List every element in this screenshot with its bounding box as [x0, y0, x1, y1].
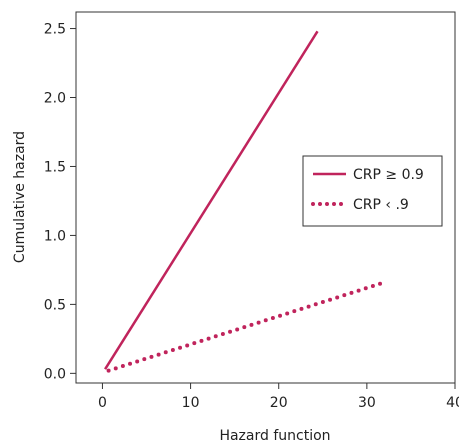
- x-axis: 0 10 20 30 40: [98, 383, 459, 411]
- plot-frame: [75, 11, 456, 384]
- series-line-crp-high: [104, 30, 319, 370]
- series-layer: [104, 30, 387, 373]
- y-tick-label: 0.5: [44, 297, 66, 313]
- y-tick-label: 2.0: [44, 91, 66, 107]
- y-axis: 0.0 0.5 1.0 1.5 2.0 2.5: [44, 22, 76, 382]
- x-tick-label: 0: [98, 395, 107, 411]
- y-tick-label: 2.5: [44, 22, 66, 38]
- y-tick-label: 1.0: [44, 228, 66, 244]
- x-tick-label: 30: [358, 395, 376, 411]
- y-axis-title: Cumulative hazard: [12, 131, 28, 263]
- x-axis-title: Hazard function: [219, 428, 330, 444]
- legend: CRP ≥ 0.9 CRP ‹ .9: [302, 155, 443, 227]
- series-line-crp-low: [106, 280, 387, 373]
- y-tick-label: 1.5: [44, 159, 66, 175]
- x-tick-label: 40: [446, 395, 459, 411]
- legend-label-crp-high: CRP ≥ 0.9: [353, 167, 424, 183]
- x-tick-label: 10: [182, 395, 200, 411]
- x-tick-label: 20: [270, 395, 288, 411]
- y-tick-label: 0.0: [44, 366, 66, 382]
- legend-box: [302, 155, 443, 227]
- legend-label-crp-low: CRP ‹ .9: [353, 197, 409, 213]
